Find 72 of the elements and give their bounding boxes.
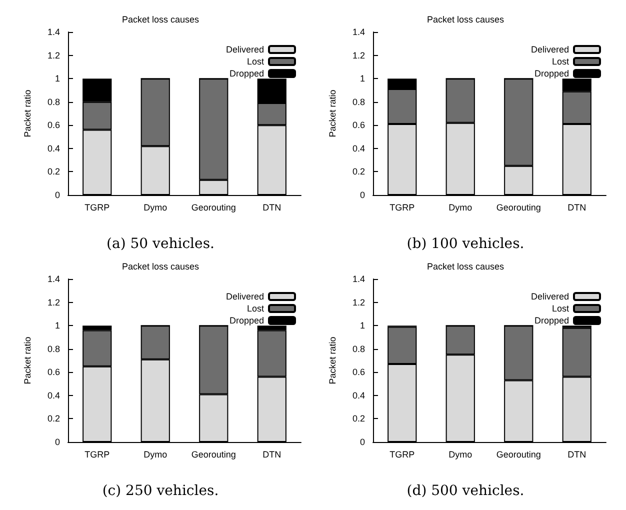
y-tick-label: 1.2 [47, 297, 60, 308]
y-tick-label: 0.6 [352, 367, 365, 378]
legend-label: Dropped [229, 316, 264, 326]
y-tick-label: 0.4 [352, 390, 365, 400]
y-tick-label: 0 [360, 437, 365, 447]
y-tick-label: 0.6 [47, 120, 60, 130]
legend-label: Delivered [530, 44, 569, 54]
y-tick-label: 0.8 [352, 96, 365, 107]
y-tick-label: 1 [360, 320, 365, 331]
x-tick-label: DTN [262, 450, 282, 460]
x-tick-label: Dymo [144, 450, 168, 460]
y-tick-label: 1 [54, 320, 60, 331]
y-tick-label: 0.4 [352, 143, 365, 154]
y-tick-label: 1.2 [352, 297, 365, 308]
y-tick-label: 0.6 [352, 120, 365, 130]
y-axis-title: Packet ratio [328, 336, 338, 384]
text: (a) 50 vehicles. [106, 236, 214, 252]
x-tick-label: Georouting [496, 450, 541, 460]
legend-label: Delivered [530, 292, 569, 302]
x-tick-label: Dymo [448, 202, 472, 212]
y-axis-title: Packet ratio [22, 336, 32, 384]
x-tick-label: DTN [568, 450, 586, 460]
y-tick-label: 0.2 [352, 414, 365, 424]
legend-label: Lost [246, 304, 264, 314]
legend-label: Lost [552, 56, 570, 66]
y-tick-label: 1.4 [47, 274, 60, 284]
legend-label: Dropped [534, 316, 569, 326]
x-tick-label: DTN [262, 202, 282, 212]
y-tick-label: 0.8 [47, 96, 60, 107]
x-tick-label: TGRP [84, 202, 110, 212]
legend-label: Delivered [226, 44, 264, 54]
y-tick-label: 1.4 [352, 27, 365, 37]
legend-label: Dropped [534, 68, 569, 78]
legend-label: Lost [246, 56, 264, 66]
x-tick-label: Dymo [448, 450, 472, 460]
y-tick-label: 1.2 [47, 50, 60, 60]
y-tick-label: 0 [360, 190, 365, 200]
y-tick-label: 1.4 [47, 27, 60, 37]
x-tick-label: Georouting [191, 450, 236, 460]
y-tick-label: 0.4 [47, 143, 60, 154]
x-tick-label: TGRP [390, 450, 415, 460]
y-axis-title: Packet ratio [22, 90, 32, 138]
x-tick-label: Georouting [191, 202, 236, 212]
y-tick-label: 1.4 [352, 274, 365, 284]
chart-title: Packet loss causes [122, 262, 200, 272]
text: (d) 500 vehicles. [406, 483, 524, 499]
chart-title: Packet loss causes [426, 14, 505, 24]
y-tick-label: 0 [54, 437, 60, 447]
y-tick-label: 0 [54, 190, 60, 200]
x-tick-label: TGRP [84, 450, 110, 460]
legend-label: Lost [552, 304, 570, 314]
y-axis-title: Packet ratio [328, 90, 338, 138]
y-tick-label: 0.2 [47, 414, 60, 424]
y-tick-label: 0.6 [47, 367, 60, 378]
y-tick-label: 0.2 [47, 166, 60, 177]
x-tick-label: DTN [568, 202, 586, 212]
x-tick-label: Georouting [496, 202, 541, 212]
y-tick-label: 1.2 [352, 50, 365, 60]
chart-title: Packet loss causes [426, 262, 505, 272]
y-tick-label: 1 [360, 74, 365, 84]
x-tick-label: Dymo [144, 202, 168, 212]
y-tick-label: 0.2 [352, 166, 365, 177]
legend-label: Delivered [226, 292, 264, 302]
y-tick-label: 0.8 [47, 344, 60, 354]
y-tick-label: 0.8 [352, 344, 365, 354]
x-tick-label: TGRP [390, 202, 415, 212]
text: (c) 250 vehicles. [102, 483, 219, 499]
text: (b) 100 vehicles. [406, 236, 524, 252]
chart-title: Packet loss causes [122, 14, 200, 24]
y-tick-label: 1 [54, 74, 60, 84]
y-tick-label: 0.4 [47, 390, 60, 400]
legend-label: Dropped [229, 68, 264, 78]
